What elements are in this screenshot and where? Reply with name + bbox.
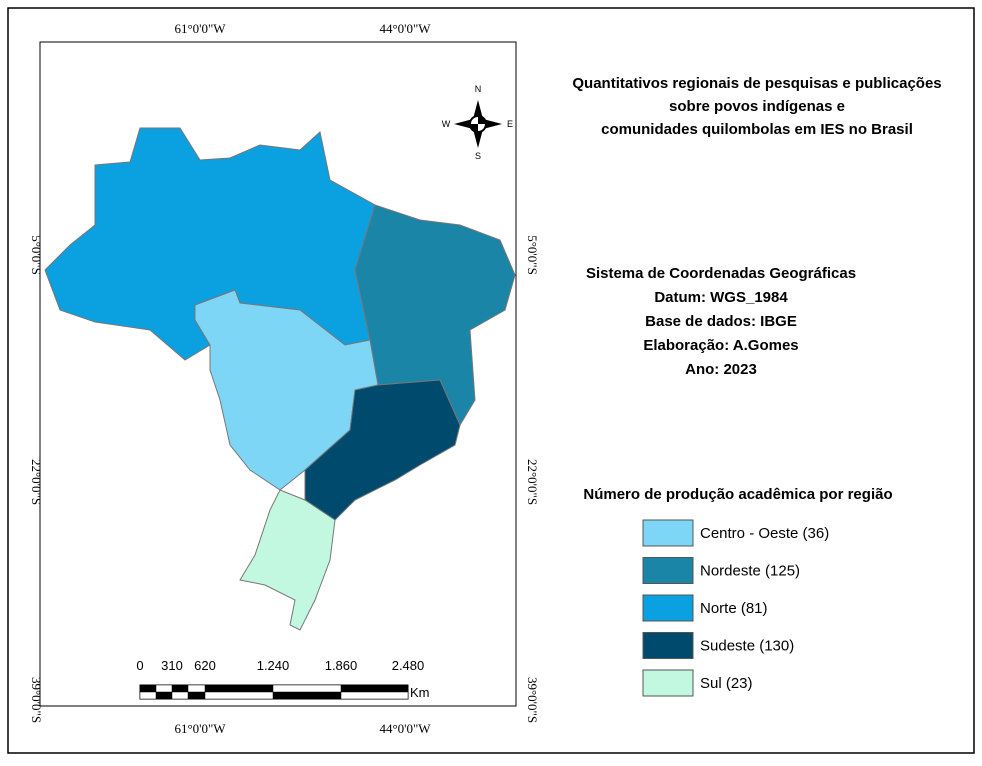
info-line: Ano: 2023 bbox=[685, 361, 757, 378]
scale-label: 1.240 bbox=[257, 658, 290, 673]
scale-label: 1.860 bbox=[325, 658, 358, 673]
scale-label: 620 bbox=[194, 658, 216, 673]
scale-segment bbox=[205, 685, 273, 692]
grid-label: 22°0'0"S bbox=[525, 459, 540, 505]
info-line: Sistema de Coordenadas Geográficas bbox=[586, 265, 856, 282]
compass-rose: N S W E bbox=[442, 84, 513, 161]
legend-swatch bbox=[642, 594, 694, 622]
legend-label: Centro - Oeste (36) bbox=[700, 525, 829, 542]
scale-segment bbox=[140, 685, 156, 692]
legend-swatch bbox=[642, 519, 694, 547]
scale-label: 0 bbox=[136, 658, 143, 673]
info-line: Datum: WGS_1984 bbox=[654, 289, 788, 306]
scale-segment bbox=[272, 684, 342, 693]
grid-label: 61°0'0"W bbox=[174, 21, 226, 36]
region-sudeste bbox=[304, 379, 461, 521]
title-line: sobre povos indígenas e bbox=[669, 98, 845, 115]
legend-swatch bbox=[642, 669, 694, 697]
title-line: Quantitativos regionais de pesquisas e p… bbox=[572, 75, 941, 92]
compass-e: E bbox=[507, 119, 513, 129]
scale-segment bbox=[155, 684, 173, 693]
compass-n: N bbox=[475, 84, 482, 94]
legend-label: Norte (81) bbox=[700, 600, 768, 617]
grid-label: 44°0'0"W bbox=[379, 21, 431, 36]
grid-label: 5°0'0"S bbox=[29, 235, 44, 275]
scale-segment bbox=[156, 692, 172, 699]
legend-label: Nordeste (125) bbox=[700, 563, 800, 580]
legend-swatch bbox=[642, 632, 694, 659]
region-sul bbox=[239, 489, 336, 631]
grid-label: 39°0'0"S bbox=[525, 677, 540, 723]
grid-label: 22°0'0"S bbox=[29, 459, 44, 505]
legend-swatch bbox=[642, 557, 694, 584]
scale-segment bbox=[188, 692, 205, 699]
grid-label: 44°0'0"W bbox=[379, 721, 431, 736]
legend-label: Sudeste (130) bbox=[700, 638, 794, 655]
compass-s: S bbox=[475, 151, 481, 161]
info-line: Elaboração: A.Gomes bbox=[643, 337, 798, 354]
scale-segment bbox=[139, 691, 157, 700]
scale-segment bbox=[340, 691, 409, 700]
grid-label: 39°0'0"S bbox=[29, 677, 44, 723]
scale-segment bbox=[171, 691, 189, 700]
grid-label: 61°0'0"W bbox=[174, 721, 226, 736]
scale-segment bbox=[273, 692, 341, 699]
grid-label: 5°0'0"S bbox=[525, 235, 540, 275]
info-block: Sistema de Coordenadas Geográficas Datum:… bbox=[586, 265, 856, 378]
scale-label: 310 bbox=[161, 658, 183, 673]
scale-label: 2.480 bbox=[392, 658, 425, 673]
legend: Centro - Oeste (36) Nordeste (125) Norte (… bbox=[642, 519, 829, 697]
scale-unit: Km bbox=[410, 685, 430, 700]
legend-label: Sul (23) bbox=[700, 675, 753, 692]
scale-segment bbox=[204, 691, 274, 700]
regions bbox=[44, 127, 516, 631]
scale-segment bbox=[341, 685, 408, 692]
scale-segment bbox=[172, 685, 188, 692]
compass-w: W bbox=[442, 119, 451, 129]
scale-bar: 0 310 620 1.240 1.860 2.480 Km bbox=[136, 658, 429, 700]
info-line: Base de dados: IBGE bbox=[645, 313, 797, 330]
title-line: comunidades quilombolas em IES no Brasil bbox=[601, 121, 913, 138]
legend-title: Número de produção acadêmica por região bbox=[583, 486, 892, 503]
scale-segment bbox=[187, 684, 206, 693]
